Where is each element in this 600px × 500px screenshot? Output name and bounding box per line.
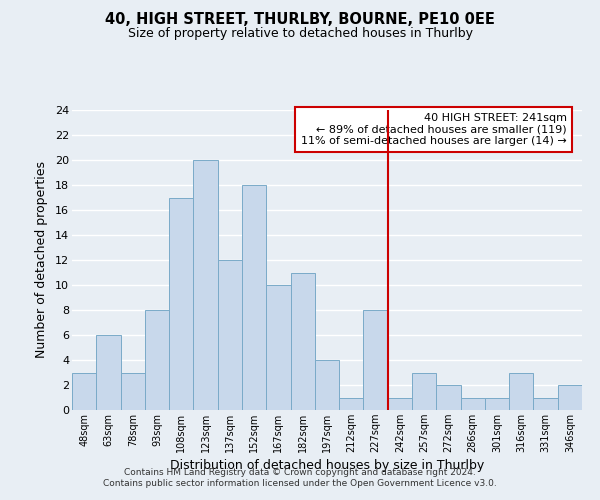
Bar [315,360,339,410]
Bar [436,385,461,410]
Bar [193,160,218,410]
Bar [121,372,145,410]
Text: 40, HIGH STREET, THURLBY, BOURNE, PE10 0EE: 40, HIGH STREET, THURLBY, BOURNE, PE10 0… [105,12,495,28]
Text: Size of property relative to detached houses in Thurlby: Size of property relative to detached ho… [128,28,473,40]
Bar [509,372,533,410]
Text: Contains HM Land Registry data © Crown copyright and database right 2024.
Contai: Contains HM Land Registry data © Crown c… [103,468,497,487]
Bar [145,310,169,410]
Bar [388,398,412,410]
Bar [339,398,364,410]
Bar [96,335,121,410]
Y-axis label: Number of detached properties: Number of detached properties [35,162,48,358]
Bar [72,372,96,410]
Text: 40 HIGH STREET: 241sqm
← 89% of detached houses are smaller (119)
11% of semi-de: 40 HIGH STREET: 241sqm ← 89% of detached… [301,113,567,146]
Bar [461,398,485,410]
Bar [242,185,266,410]
Bar [364,310,388,410]
X-axis label: Distribution of detached houses by size in Thurlby: Distribution of detached houses by size … [170,459,484,472]
Bar [169,198,193,410]
Bar [485,398,509,410]
Bar [218,260,242,410]
Bar [533,398,558,410]
Bar [266,285,290,410]
Bar [412,372,436,410]
Bar [290,272,315,410]
Bar [558,385,582,410]
